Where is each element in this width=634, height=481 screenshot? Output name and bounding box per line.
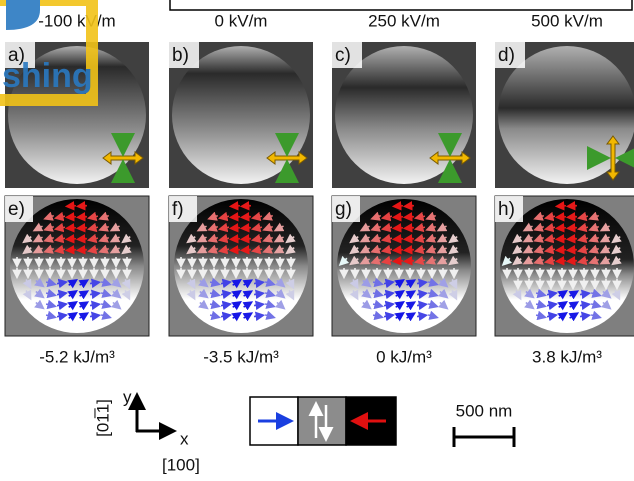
- moment-arrow: [417, 293, 425, 294]
- moment-arrow: [580, 304, 588, 305]
- moment-arrow: [395, 228, 403, 229]
- column: 250 kV/m c) g) 0 kJ/m³: [332, 11, 476, 366]
- field-label: 0 kV/m: [215, 11, 268, 30]
- moment-arrow: [417, 304, 425, 305]
- x-direction: [100]: [162, 455, 200, 474]
- moment-arrow: [79, 228, 87, 229]
- moment-arrow: [254, 315, 262, 316]
- moment-arrow: [569, 239, 577, 240]
- moment-arrow: [79, 239, 87, 240]
- field-label: -100 kV/m: [38, 11, 115, 30]
- moment-arrow: [417, 282, 425, 283]
- moment-arrow: [79, 250, 87, 251]
- moment-arrow: [558, 261, 566, 262]
- moment-arrow: [90, 315, 98, 316]
- moment-arrow: [569, 250, 577, 251]
- moment-arrow: [79, 217, 87, 218]
- field-label: 250 kV/m: [368, 11, 440, 30]
- moment-arrow: [406, 239, 414, 240]
- energy-label: -3.5 kJ/m³: [203, 347, 279, 366]
- moment-arrow: [395, 261, 403, 262]
- moment-arrow: [232, 250, 240, 251]
- energy-label: 3.8 kJ/m³: [532, 347, 602, 366]
- y-axis-label: y: [123, 387, 132, 406]
- moment-arrow: [232, 206, 240, 207]
- moment-arrow: [243, 206, 251, 207]
- moment-arrow: [406, 228, 414, 229]
- moment-arrow: [243, 239, 251, 240]
- moment-arrow: [406, 261, 414, 262]
- moment-arrow: [90, 282, 98, 283]
- moment-arrow: [232, 217, 240, 218]
- moment-arrow: [569, 217, 577, 218]
- moment-arrow: [569, 261, 577, 262]
- moment-arrow: [558, 228, 566, 229]
- panel-letter: f): [172, 199, 184, 220]
- moment-arrow: [232, 239, 240, 240]
- moment-arrow: [68, 217, 76, 218]
- moment-arrow: [254, 293, 262, 294]
- column: 500 kV/m d) h) 3.8 kJ/m³: [495, 11, 634, 366]
- moment-arrow: [68, 250, 76, 251]
- moment-arrow: [569, 206, 577, 207]
- energy-label: 0 kJ/m³: [376, 347, 432, 366]
- moment-arrow: [406, 217, 414, 218]
- page: {"watermark": "shing", "columns": [ {"fi…: [0, 0, 634, 481]
- panel-letter: b): [172, 45, 189, 66]
- field-label: 500 kV/m: [531, 11, 603, 30]
- color-key: [250, 397, 396, 445]
- panel-letter: h): [498, 199, 515, 220]
- y-direction: [01̅1]: [93, 399, 112, 437]
- moment-arrow: [417, 315, 425, 316]
- moment-arrow: [558, 250, 566, 251]
- moment-arrow: [68, 206, 76, 207]
- moment-arrow: [243, 217, 251, 218]
- moment-arrow: [558, 206, 566, 207]
- moment-arrow: [254, 282, 262, 283]
- x-axis-label: x: [180, 429, 189, 448]
- column: 0 kV/m b) f) -3.5 kJ/m³: [169, 11, 313, 366]
- figure: -100 kV/ma)e)-5.2 kJ/m³0 kV/mb)f)-3.5 kJ…: [0, 0, 634, 481]
- moment-arrow: [406, 206, 414, 207]
- moment-arrow: [558, 239, 566, 240]
- moment-arrow: [243, 228, 251, 229]
- moment-arrow: [79, 206, 87, 207]
- moment-arrow: [243, 250, 251, 251]
- moment-arrow: [580, 315, 588, 316]
- moment-arrow: [90, 304, 98, 305]
- energy-label: -5.2 kJ/m³: [39, 347, 115, 366]
- moment-arrow: [232, 228, 240, 229]
- scale-label: 500 nm: [456, 401, 513, 420]
- panel-letter: e): [8, 199, 25, 220]
- moment-arrow: [558, 217, 566, 218]
- moment-arrow: [254, 304, 262, 305]
- frame: [170, 0, 632, 10]
- moment-arrow: [580, 293, 588, 294]
- panel-letter: d): [498, 45, 515, 66]
- panel-letter: g): [335, 199, 352, 220]
- moment-arrow: [406, 250, 414, 251]
- moment-arrow: [68, 239, 76, 240]
- moment-arrow: [395, 206, 403, 207]
- moment-arrow: [90, 293, 98, 294]
- moment-arrow: [395, 239, 403, 240]
- scale-bar: 500 nm: [454, 401, 514, 447]
- axes-legend: y x [100] [01̅1]: [93, 387, 199, 474]
- watermark-text: shing: [2, 57, 93, 95]
- moment-arrow: [569, 228, 577, 229]
- columns: -100 kV/ma)e)-5.2 kJ/m³0 kV/mb)f)-3.5 kJ…: [5, 11, 634, 366]
- moment-arrow: [68, 228, 76, 229]
- moment-arrow: [395, 217, 403, 218]
- panel-letter: c): [335, 45, 351, 66]
- moment-arrow: [395, 250, 403, 251]
